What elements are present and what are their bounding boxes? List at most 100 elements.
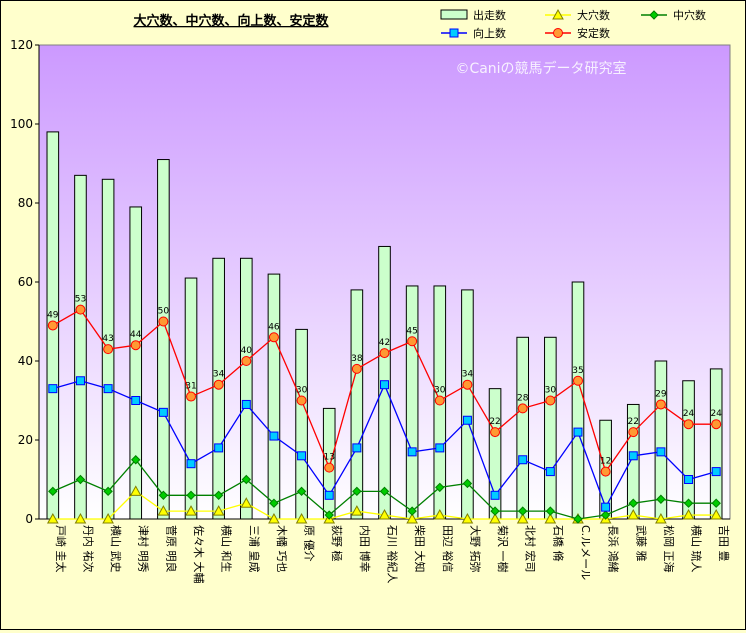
point-大穴数-23 <box>682 509 695 520</box>
bar-18 <box>544 336 557 520</box>
point-大穴数-9 <box>295 512 308 524</box>
legend-label: 大穴数 <box>577 8 610 22</box>
point-中穴数-22 <box>656 494 666 504</box>
data-label-19: 35 <box>572 366 583 376</box>
category-label-14: 田辺 裕信 <box>441 525 454 573</box>
legend-label: 向上数 <box>473 26 506 40</box>
category-label-11: 内田 博幸 <box>358 525 372 573</box>
data-label-17: 28 <box>517 393 529 403</box>
point-向上数-2 <box>103 384 113 394</box>
point-安定数-8 <box>268 332 279 343</box>
point-中穴数-19 <box>573 514 583 524</box>
point-向上数-11 <box>352 443 362 453</box>
point-中穴数-14 <box>435 482 445 493</box>
legend-item-2: 中穴数 <box>641 8 706 22</box>
category-label-10: 荻野 極 <box>330 525 344 562</box>
category-label-24: 吉田 豊 <box>717 525 730 562</box>
category-label-13: 柴田 大知 <box>413 525 427 573</box>
point-中穴数-4 <box>158 490 169 501</box>
data-label-4: 50 <box>158 307 170 317</box>
legend-label: 安定数 <box>577 26 610 40</box>
category-label-15: 大野 拓弥 <box>468 525 482 573</box>
data-label-6: 34 <box>213 370 225 380</box>
data-label-2: 43 <box>102 334 113 344</box>
point-安定数-3 <box>130 340 141 351</box>
point-中穴数-17 <box>517 506 528 516</box>
data-label-24: 24 <box>710 409 722 419</box>
point-向上数-23 <box>684 475 694 484</box>
legend-label: 出走数 <box>473 8 506 22</box>
point-大穴数-0 <box>46 512 59 524</box>
category-label-21: 武藤 雅 <box>634 525 648 562</box>
point-大穴数-3 <box>129 485 142 496</box>
y-tick-label: 0 <box>25 512 33 526</box>
point-向上数-7 <box>241 399 251 409</box>
point-中穴数-16 <box>490 506 500 516</box>
point-大穴数-8 <box>268 512 280 524</box>
bar-24 <box>709 368 723 520</box>
data-label-15: 34 <box>462 370 474 380</box>
legend-item-4: 安定数 <box>545 26 610 40</box>
point-中穴数-9 <box>296 486 307 497</box>
point-向上数-8 <box>269 431 279 441</box>
watermark: ©Caniの競馬データ研究室 <box>455 60 626 77</box>
category-label-18: 石橋 脩 <box>551 525 565 562</box>
bar-3 <box>129 206 143 520</box>
data-label-18: 30 <box>545 386 557 396</box>
bar-1 <box>74 174 87 520</box>
point-大穴数-4 <box>157 505 170 516</box>
data-label-7: 40 <box>241 346 253 356</box>
y-tick-label: 100 <box>10 117 33 131</box>
legend-marker <box>552 8 564 20</box>
point-向上数-5 <box>186 459 196 469</box>
point-安定数-20 <box>600 466 611 477</box>
point-安定数-19 <box>572 375 583 386</box>
point-向上数-21 <box>628 451 638 461</box>
point-中穴数-21 <box>628 498 638 508</box>
category-label-0: 戸崎 圭太 <box>54 525 68 573</box>
data-label-23: 24 <box>683 409 695 419</box>
point-中穴数-12 <box>379 486 390 497</box>
point-大穴数-11 <box>351 505 363 516</box>
point-安定数-7 <box>241 356 252 366</box>
point-大穴数-15 <box>461 512 474 524</box>
point-安定数-2 <box>103 344 114 355</box>
point-中穴数-24 <box>711 498 721 508</box>
point-向上数-16 <box>490 490 500 500</box>
point-向上数-0 <box>48 384 58 394</box>
point-向上数-4 <box>158 407 168 417</box>
point-安定数-12 <box>379 348 390 359</box>
point-安定数-9 <box>296 395 307 406</box>
point-大穴数-21 <box>627 509 640 520</box>
data-label-14: 30 <box>434 386 446 396</box>
point-安定数-21 <box>628 427 639 438</box>
point-大穴数-16 <box>489 512 501 524</box>
y-tick-label: 120 <box>10 38 33 52</box>
point-中穴数-0 <box>48 486 58 497</box>
bar-7 <box>239 257 253 520</box>
bar-13 <box>405 285 419 520</box>
category-label-1: 丹内 祐次 <box>81 525 95 573</box>
category-label-19: C.ルメール <box>579 525 592 580</box>
data-label-12: 42 <box>379 338 390 348</box>
data-label-3: 44 <box>130 330 142 340</box>
point-向上数-3 <box>131 396 141 405</box>
bar-17 <box>516 336 530 520</box>
y-tick-label: 20 <box>18 433 33 447</box>
point-中穴数-13 <box>407 506 417 516</box>
point-大穴数-7 <box>240 497 253 508</box>
data-label-9: 30 <box>296 386 308 396</box>
bar-4 <box>157 159 170 520</box>
point-安定数-17 <box>517 403 528 414</box>
y-tick-label: 40 <box>18 354 33 368</box>
category-label-23: 横山 琉人 <box>690 525 704 573</box>
point-安定数-5 <box>186 391 197 402</box>
legend-marker <box>649 10 659 20</box>
category-label-4: 菅原 明良 <box>164 525 178 573</box>
data-label-16: 22 <box>489 417 500 427</box>
category-label-22: 松岡 正海 <box>662 525 676 573</box>
point-中穴数-18 <box>545 506 556 516</box>
point-向上数-15 <box>462 415 472 425</box>
